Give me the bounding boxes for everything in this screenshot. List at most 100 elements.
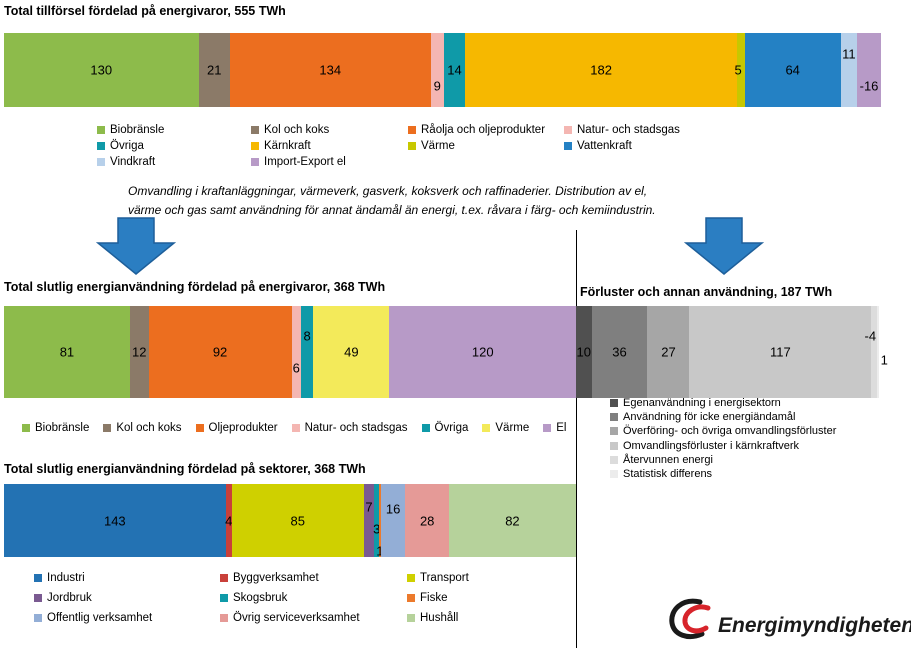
legend-label: Statistisk differens: [623, 468, 713, 480]
supply-legend-item: Vindkraft: [97, 156, 155, 168]
supply-legend-item: Natur- och stadsgas: [564, 124, 680, 136]
legend-label: Övrig serviceverksamhet: [233, 612, 360, 624]
supply-value-label: 11: [842, 46, 856, 62]
final-use-sector-legend-item: Transport: [407, 572, 469, 584]
supply-chart-title: Total tillförsel fördelad på energivaror…: [4, 4, 286, 18]
legend-swatch: [421, 424, 430, 432]
legend-swatch: [610, 441, 618, 450]
supply-segment: [430, 33, 444, 107]
legend-swatch: [34, 594, 42, 602]
losses-value-label: 10: [576, 344, 591, 360]
final-use-sector-value-label: 16: [385, 501, 401, 516]
legend-label: Biobränsle: [35, 422, 90, 434]
conversion-note-line-1: Omvandling i kraftanläggningar, värmever…: [128, 184, 648, 198]
losses-segment: [591, 306, 648, 398]
final-use-energy-value-label: 8: [303, 328, 311, 344]
losses-value-label: -4: [864, 328, 877, 344]
final-use-energy-legend-item: Natur- och stadsgas: [291, 422, 408, 434]
legend-label: El: [556, 422, 567, 434]
legend-label: Industri: [47, 572, 85, 584]
conversion-note: Omvandling i kraftanläggningar, värmever…: [128, 182, 768, 220]
legend-swatch: [610, 427, 618, 436]
supply-segment: [737, 33, 745, 107]
legend-label: Byggverksamhet: [233, 572, 319, 584]
final-use-sector-segment: [231, 484, 364, 557]
supply-legend-item: Biobränsle: [97, 124, 164, 136]
supply-value-label: 134: [319, 62, 342, 78]
losses-legend-item: Egenanvändning i energisektorn: [610, 397, 781, 409]
final-use-sector-segment: [405, 484, 449, 557]
legend-swatch: [407, 594, 415, 602]
energimyndigheten-logo-icon: [669, 598, 711, 639]
legend-label: Värme: [495, 422, 530, 434]
final-use-energy-value-label: 6: [292, 360, 300, 376]
final-use-energy-value-label: 81: [59, 344, 75, 360]
legend-label: Kol och koks: [116, 422, 182, 434]
final-use-sector-legend-item: Övrig serviceverksamhet: [220, 612, 360, 624]
legend-label: Överföring- och övriga omvandlingsförlus…: [623, 425, 837, 438]
legend-swatch: [195, 424, 204, 432]
final-use-energy-legend-item: Oljeprodukter: [195, 422, 278, 434]
legend-label: Jordbruk: [47, 592, 92, 604]
final-use-sector-legend-item: Byggverksamhet: [220, 572, 319, 584]
legend-swatch: [407, 614, 415, 622]
legend-label: Import-Export el: [264, 156, 346, 168]
losses-legend-item: Återvunnen energi: [610, 454, 713, 466]
legend-label: Kärnkraft: [264, 140, 311, 152]
losses-segment: [647, 306, 690, 398]
energimyndigheten-logo-text: Energimyndigheten: [718, 614, 911, 637]
final-use-energy-segment: [148, 306, 292, 398]
legend-swatch: [291, 424, 300, 432]
legend-label: Transport: [420, 572, 469, 584]
legend-label: Övriga: [434, 422, 469, 434]
final-use-sector-segment: [374, 484, 380, 557]
losses-legend-item: Överföring- och övriga omvandlingsförlus…: [610, 425, 836, 437]
final-use-energy-segment: [300, 306, 314, 398]
supply-value-label: 130: [90, 62, 113, 78]
legend-label: Fiske: [420, 592, 448, 604]
final-use-sector-legend-item: Hushåll: [407, 612, 458, 624]
legend-label: Vattenkraft: [577, 140, 632, 152]
legend-swatch: [22, 424, 30, 432]
losses-value-label: 36: [612, 344, 627, 360]
supply-value-label: -16: [859, 78, 879, 94]
final-use-energy-segment: [389, 306, 576, 398]
final-use-sector-value-label: 4: [225, 513, 233, 528]
final-use-energy-value-label: 120: [471, 344, 494, 360]
conversion-note-line-2: värme och gas samt användning för annat …: [128, 203, 656, 217]
legend-swatch: [97, 158, 105, 166]
legend-swatch: [610, 455, 618, 464]
final-use-energy-bar: 81 12 92 6 8 49 120: [4, 306, 576, 398]
supply-value-label: 64: [785, 62, 800, 78]
legend-swatch: [543, 424, 552, 432]
losses-title: Förluster och annan användning, 187 TWh: [580, 285, 833, 299]
legend-label: Omvandlingsförluster i kärnkraftverk: [623, 439, 800, 452]
legend-label: Användning för icke energiändamål: [623, 411, 796, 424]
final-use-sector-value-label: 1: [376, 543, 383, 558]
final-use-energy-title: Total slutlig energianvändning fördelad …: [4, 280, 386, 294]
final-use-sector-value-label: 143: [103, 513, 126, 528]
legend-label: Hushåll: [420, 612, 459, 624]
supply-segment: [198, 33, 230, 107]
down-arrow-icon: [684, 217, 764, 275]
legend-swatch: [220, 594, 228, 602]
final-use-sector-legend-item: Industri: [34, 572, 85, 584]
supply-segment: [464, 33, 738, 107]
losses-legend-item: Omvandlingsförluster i kärnkraftverk: [610, 440, 799, 452]
supply-legend-item: Kärnkraft: [251, 140, 311, 152]
section-divider: [576, 230, 577, 648]
final-use-sector-segment: [363, 484, 375, 557]
supply-legend-item: Vattenkraft: [564, 140, 632, 152]
final-use-energy-value-label: 12: [131, 344, 147, 360]
legend-swatch: [482, 424, 491, 432]
supply-value-label: 9: [433, 78, 441, 94]
final-use-energy-legend-item: Biobränsle: [22, 422, 89, 434]
legend-label: Offentlig verksamhet: [47, 612, 153, 624]
legend-swatch: [407, 574, 415, 582]
legend-swatch: [220, 574, 228, 582]
legend-swatch: [97, 142, 105, 150]
supply-legend-item: Import-Export el: [251, 156, 346, 168]
final-use-sector-legend-item: Jordbruk: [34, 592, 92, 604]
legend-swatch: [564, 142, 572, 150]
final-use-sector-value-label: 3: [373, 521, 381, 536]
